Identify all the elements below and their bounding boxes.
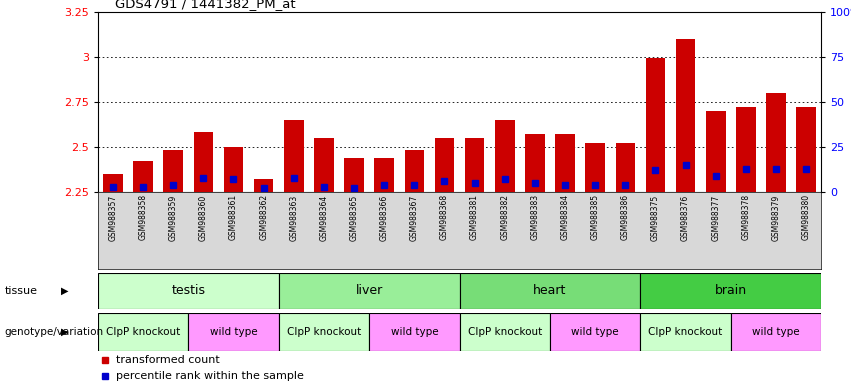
Text: ClpP knockout: ClpP knockout xyxy=(648,327,722,337)
Text: GSM988364: GSM988364 xyxy=(319,194,328,240)
Text: GSM988358: GSM988358 xyxy=(139,194,147,240)
Bar xyxy=(525,134,545,192)
Text: GSM988363: GSM988363 xyxy=(289,194,298,240)
Text: GSM988378: GSM988378 xyxy=(741,194,751,240)
Bar xyxy=(193,132,213,192)
Bar xyxy=(435,138,454,192)
Text: GSM988382: GSM988382 xyxy=(500,194,509,240)
Text: ClpP knockout: ClpP knockout xyxy=(467,327,542,337)
Text: GSM988383: GSM988383 xyxy=(530,194,540,240)
Bar xyxy=(98,313,188,351)
Bar xyxy=(640,273,821,309)
Text: tissue: tissue xyxy=(4,286,37,296)
Text: wild type: wild type xyxy=(571,327,619,337)
Bar xyxy=(555,134,574,192)
Bar xyxy=(706,111,726,192)
Bar xyxy=(369,313,460,351)
Text: wild type: wild type xyxy=(752,327,800,337)
Text: wild type: wild type xyxy=(391,327,438,337)
Bar xyxy=(585,143,605,192)
Bar xyxy=(736,107,756,192)
Text: ClpP knockout: ClpP knockout xyxy=(287,327,361,337)
Text: GSM988357: GSM988357 xyxy=(108,194,117,240)
Bar xyxy=(254,179,273,192)
Text: GSM988368: GSM988368 xyxy=(440,194,449,240)
Text: GSM988379: GSM988379 xyxy=(772,194,780,240)
Bar xyxy=(676,39,695,192)
Bar xyxy=(640,313,731,351)
Text: ▶: ▶ xyxy=(61,327,69,337)
Text: GSM988381: GSM988381 xyxy=(470,194,479,240)
Bar xyxy=(797,107,816,192)
Text: heart: heart xyxy=(534,285,567,297)
Text: GSM988362: GSM988362 xyxy=(260,194,268,240)
Text: GSM988385: GSM988385 xyxy=(591,194,600,240)
Bar xyxy=(345,158,364,192)
Bar xyxy=(314,138,334,192)
Bar xyxy=(460,273,640,309)
Text: GSM988380: GSM988380 xyxy=(802,194,811,240)
Bar xyxy=(98,273,278,309)
Bar xyxy=(374,158,394,192)
Bar xyxy=(278,313,369,351)
Text: liver: liver xyxy=(356,285,383,297)
Text: GSM988361: GSM988361 xyxy=(229,194,238,240)
Bar xyxy=(188,313,278,351)
Text: GDS4791 / 1441382_PM_at: GDS4791 / 1441382_PM_at xyxy=(115,0,295,10)
Bar xyxy=(550,313,640,351)
Bar xyxy=(731,313,821,351)
Text: testis: testis xyxy=(171,285,205,297)
Bar xyxy=(465,138,484,192)
Bar xyxy=(404,151,424,192)
Bar xyxy=(766,93,785,192)
Text: GSM988366: GSM988366 xyxy=(380,194,389,240)
Text: ▶: ▶ xyxy=(61,286,69,296)
Text: ClpP knockout: ClpP knockout xyxy=(106,327,180,337)
Bar xyxy=(163,151,183,192)
Bar xyxy=(284,120,304,192)
Bar xyxy=(224,147,243,192)
Bar xyxy=(646,58,665,192)
Bar xyxy=(103,174,123,192)
Text: GSM988386: GSM988386 xyxy=(621,194,630,240)
Text: GSM988359: GSM988359 xyxy=(168,194,178,240)
Text: GSM988367: GSM988367 xyxy=(410,194,419,240)
Text: GSM988377: GSM988377 xyxy=(711,194,720,240)
Text: brain: brain xyxy=(715,285,747,297)
Bar xyxy=(134,161,153,192)
Text: GSM988375: GSM988375 xyxy=(651,194,660,240)
Text: percentile rank within the sample: percentile rank within the sample xyxy=(116,371,304,381)
Bar xyxy=(495,120,515,192)
Text: genotype/variation: genotype/variation xyxy=(4,327,103,337)
Text: wild type: wild type xyxy=(209,327,257,337)
Bar xyxy=(278,273,460,309)
Bar xyxy=(615,143,635,192)
Bar xyxy=(460,313,550,351)
Text: GSM988365: GSM988365 xyxy=(350,194,358,240)
Text: GSM988376: GSM988376 xyxy=(681,194,690,240)
Text: transformed count: transformed count xyxy=(116,356,220,366)
Text: GSM988360: GSM988360 xyxy=(199,194,208,240)
Text: GSM988384: GSM988384 xyxy=(561,194,569,240)
